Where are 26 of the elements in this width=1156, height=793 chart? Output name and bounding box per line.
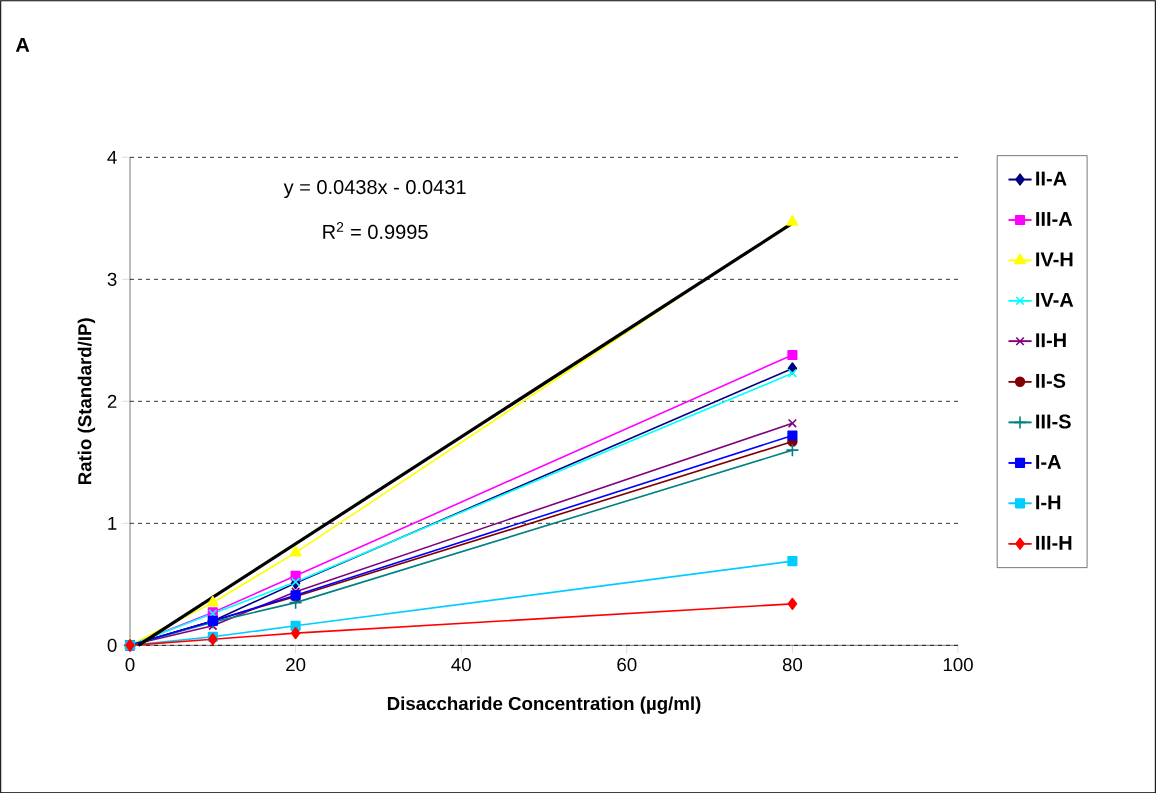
x-tick-label: 80 [782, 657, 803, 672]
y-tick-label: 0 [107, 638, 117, 652]
legend-label: I-A [1036, 454, 1062, 469]
y-axis-title: Ratio (Standard/IP) [77, 318, 96, 484]
legend-label: II-S [1036, 373, 1066, 388]
legend-label: II-A [1036, 171, 1067, 186]
x-tick-label: 60 [617, 657, 637, 672]
legend-label: IV-A [1036, 292, 1074, 307]
y-tick-label: 3 [107, 272, 117, 286]
y-tick-label: 2 [107, 394, 117, 408]
y-tick-label: 4 [107, 150, 117, 164]
x-axis-title: Disaccharide Concentration (µg/ml) [387, 696, 701, 714]
x-tick-label: 20 [286, 657, 306, 672]
annotation: R$^{2}$ = 0.9995 [323, 221, 428, 239]
legend-label: I-H [1036, 495, 1061, 510]
legend-label: III-S [1036, 414, 1071, 429]
legend-label: IV-H [1036, 252, 1073, 267]
legend-label: III-A [1036, 211, 1073, 226]
annotation: y = 0.0438x - 0.0431 [283, 179, 466, 198]
x-tick-label: 40 [451, 657, 471, 672]
chart-title: A [15, 37, 30, 52]
x-tick-label: 0 [125, 657, 135, 672]
x-tick-label: 100 [943, 657, 973, 672]
y-tick-label: 1 [108, 516, 117, 530]
legend-label: III-H [1036, 535, 1072, 550]
legend-label: II-H [1036, 333, 1066, 347]
